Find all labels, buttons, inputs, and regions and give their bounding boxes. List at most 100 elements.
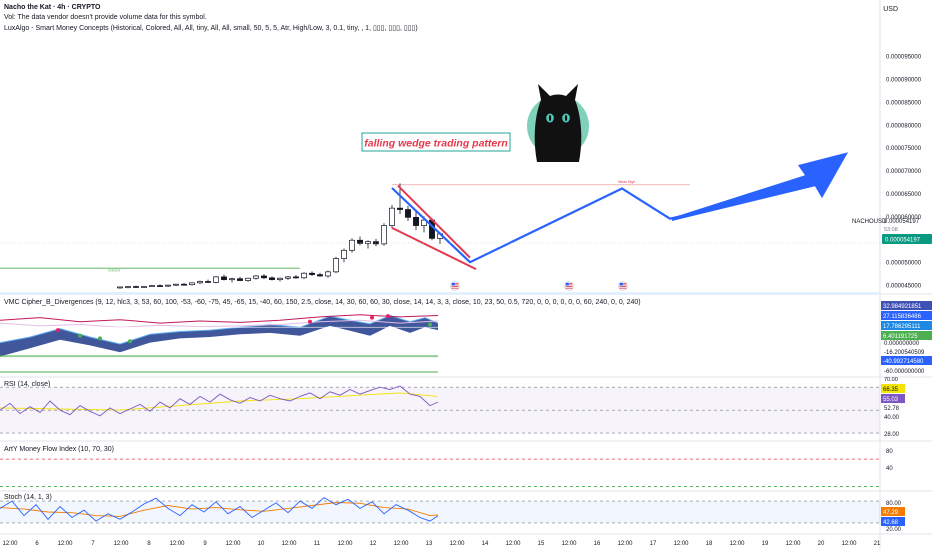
- rsi-ma-tag-text: 66.35: [883, 387, 899, 393]
- time-axis-label: 12:00: [561, 541, 577, 547]
- currency-label[interactable]: USD: [883, 6, 898, 13]
- candle: [309, 272, 315, 275]
- candle: [357, 239, 363, 244]
- candle: [405, 209, 411, 218]
- time-axis-label: 12:00: [337, 541, 353, 547]
- vmc-dot: [56, 328, 60, 333]
- symbol-title[interactable]: Nacho the Kat · 4h · CRYPTO: [4, 4, 101, 11]
- candle: [117, 286, 123, 289]
- candle: [365, 241, 371, 244]
- mfi-axis-label: 80: [886, 449, 893, 455]
- flag-canton: [451, 282, 455, 286]
- time-axis-label: 12:00: [2, 541, 18, 547]
- time-axis-label: 12:00: [393, 541, 409, 547]
- stoch-d-tag: [881, 507, 905, 516]
- cat-body: [534, 84, 582, 162]
- time-axis-label: 16: [594, 541, 601, 547]
- flag-stripe: [619, 287, 627, 289]
- time-axis-label: 21: [874, 541, 881, 547]
- candle: [141, 286, 147, 288]
- price-tick-label: 0.000080000: [886, 123, 922, 129]
- candle: [125, 286, 131, 288]
- candle: [373, 241, 379, 245]
- smc-indicator-legend[interactable]: LuxAlgo - Smart Money Concepts (Historic…: [4, 25, 418, 32]
- time-axis-label: 8: [147, 541, 151, 547]
- candle: [325, 271, 331, 277]
- stoch-k-line: [0, 496, 439, 522]
- candle: [397, 207, 403, 210]
- candle: [157, 285, 163, 287]
- flag-stripe: [565, 286, 573, 287]
- vmc-dot: [386, 314, 390, 319]
- time-axis-label: 12:00: [449, 541, 465, 547]
- price-tick-label: 0.000060000: [886, 215, 922, 221]
- flag-stripe: [619, 284, 627, 286]
- candle: [413, 216, 419, 226]
- symbol-axis-label: NACHOUSD: [852, 219, 887, 225]
- time-axis-label: 6: [35, 541, 39, 547]
- vmc-value-tag: [881, 321, 932, 330]
- time-axis-label: 10: [258, 541, 265, 547]
- candle: [189, 282, 195, 286]
- bar-countdown-label: 53:08: [884, 227, 898, 233]
- price-tick-label: 0.000085000: [886, 100, 922, 106]
- cat-pupil-left: [548, 114, 552, 122]
- vmc-dot: [370, 315, 374, 320]
- rsi-axis-label: 52.78: [884, 406, 900, 412]
- stoch-title[interactable]: Stoch (14, 1, 3): [4, 494, 52, 501]
- time-axis-label: 18: [706, 541, 713, 547]
- stoch-k-tag: [881, 517, 905, 526]
- candle: [237, 278, 243, 281]
- vmc-dot: [128, 339, 132, 344]
- vmc-white-line: [0, 319, 439, 328]
- price-tick-label: 0.000095000: [886, 55, 922, 61]
- candle: [149, 285, 155, 287]
- candle: [213, 276, 219, 283]
- candle: [293, 276, 299, 279]
- price-tick-label: 0.000090000: [886, 77, 922, 83]
- time-axis-label: 14: [482, 541, 489, 547]
- candle: [253, 275, 259, 279]
- flag-stripe: [451, 287, 459, 289]
- vmc-dot: [98, 336, 102, 341]
- candle: [333, 258, 339, 273]
- time-axis-label: 12:00: [785, 541, 801, 547]
- time-axis-label: 12: [370, 541, 377, 547]
- candle: [277, 277, 283, 280]
- time-axis-label: 12:00: [113, 541, 129, 547]
- stoch-band: [0, 501, 880, 523]
- wedge-lower-line: [391, 226, 477, 270]
- mfi-title[interactable]: ArtY Money Flow Index (10, 70, 30): [4, 446, 114, 453]
- weak-high-label: Weak High: [618, 180, 635, 184]
- candle: [133, 286, 139, 288]
- candle: [341, 249, 347, 259]
- rsi-title[interactable]: RSI (14, close): [4, 381, 51, 388]
- cat-pupil-right: [564, 114, 568, 122]
- current-price-tag: [882, 234, 932, 244]
- candle: [261, 275, 267, 279]
- candle: [229, 278, 235, 281]
- vmc-dot: [428, 322, 432, 327]
- vmc-wave-area: [0, 315, 438, 357]
- rsi-ma-line: [0, 392, 439, 411]
- time-axis-label: 12:00: [505, 541, 521, 547]
- rsi-value-tag-text: 55.03: [883, 397, 899, 403]
- rsi-ma-tag: [881, 384, 905, 393]
- current-price-tag-text: 0.000054197: [885, 238, 921, 244]
- projection-arrow: [672, 152, 848, 221]
- flag-stripe: [619, 283, 627, 284]
- vmc-green-band: [0, 355, 438, 358]
- stoch-d-line: [0, 502, 439, 517]
- main-pane-bottom-band: [0, 292, 880, 295]
- vmc-value-tag-text: 17.786295111: [883, 324, 921, 330]
- vmc-dot: [78, 333, 82, 338]
- vmc-cipher-title[interactable]: VMC Cipher_B_Divergences (9, 12, hlc3, 3…: [4, 299, 641, 306]
- time-axis-label: 11: [314, 541, 321, 547]
- time-axis-label: 19: [762, 541, 769, 547]
- candle: [269, 277, 275, 280]
- time-axis-label: 12:00: [225, 541, 241, 547]
- time-axis-label: 13: [426, 541, 433, 547]
- volume-notice: Vol: The data vendor doesn't provide vol…: [4, 14, 207, 21]
- rsi-line: [0, 385, 439, 417]
